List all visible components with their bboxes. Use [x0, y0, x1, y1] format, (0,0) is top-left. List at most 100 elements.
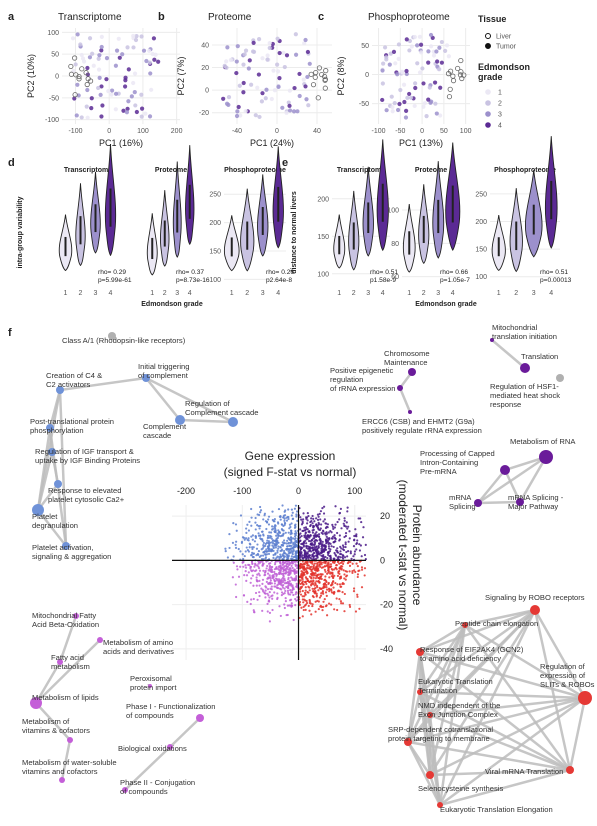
sample-point	[434, 111, 439, 116]
network-edge	[398, 387, 412, 413]
scatter-point	[286, 555, 289, 558]
sample-point	[412, 103, 417, 109]
scatter-point	[275, 567, 278, 570]
scatter-point	[266, 572, 270, 575]
node-label: Metabolism of amino	[103, 638, 173, 647]
scatter-point	[287, 568, 290, 571]
scatter-point	[273, 591, 276, 594]
node-label: Positive epigenetic	[330, 366, 394, 375]
node-label: platelet cytosolic Ca2+	[48, 495, 125, 504]
scatter-point	[356, 595, 359, 598]
scatter-point	[345, 525, 348, 528]
scatter-point	[348, 570, 351, 573]
scatter-point	[298, 603, 302, 606]
sample-point	[79, 115, 84, 120]
scatter-point	[232, 521, 235, 525]
scatter-point	[281, 584, 284, 587]
y-tick-label: -50	[49, 95, 59, 102]
scatter-point	[245, 546, 248, 549]
network-node	[520, 363, 530, 373]
scatter-point	[339, 600, 343, 603]
scatter-point	[276, 536, 279, 540]
sample-point	[129, 94, 134, 99]
node-label: expression of	[540, 671, 586, 680]
y-tick-label: 200	[475, 219, 487, 226]
panel-title: Phosphoproteome	[368, 12, 450, 23]
scatter-point	[313, 568, 316, 571]
scatter-point	[247, 537, 250, 540]
scatter-point	[288, 548, 292, 551]
sample-point	[256, 72, 261, 77]
scatter-point	[274, 553, 277, 556]
y-axis-label: PC2 (8%)	[336, 56, 346, 95]
scatter-point	[310, 570, 313, 573]
node-label: Platelet	[32, 512, 58, 521]
scatter-point	[346, 562, 350, 565]
sample-point	[264, 87, 269, 92]
scatter-point	[322, 530, 325, 533]
sample-point	[91, 63, 96, 68]
scatter-point	[315, 562, 319, 565]
scatter-point	[257, 572, 260, 575]
scatter-point	[255, 576, 258, 579]
y-axis-label: (moderated t-stat vs normal)	[396, 480, 410, 631]
sample-point	[276, 84, 281, 90]
scatter-point	[282, 554, 285, 557]
sample-point	[117, 55, 122, 60]
sample-point	[249, 82, 254, 87]
scatter-point	[261, 560, 264, 563]
scatter-point	[315, 594, 318, 597]
scatter-point	[322, 600, 325, 603]
node-label: Metabolism of	[22, 717, 70, 726]
sample-point	[104, 55, 110, 61]
network-edge	[419, 623, 466, 654]
sample-point	[126, 67, 131, 72]
scatter-point	[300, 555, 303, 558]
scatter-point	[280, 548, 284, 551]
scatter-point	[293, 572, 296, 575]
scatter-point	[246, 600, 249, 603]
scatter-point	[240, 540, 244, 543]
sample-point	[246, 66, 251, 71]
scatter-point	[328, 555, 331, 558]
scatter-point	[307, 604, 310, 608]
scatter-point	[292, 618, 295, 622]
subpanel-title: Proteome	[155, 167, 187, 174]
x-tick-label: 4	[381, 290, 385, 297]
scatter-point	[244, 564, 247, 567]
node-label: vitamins and cofactors	[22, 767, 98, 776]
sample-point	[87, 55, 93, 60]
scatter-point	[295, 575, 298, 578]
scatter-point	[282, 542, 285, 545]
scatter-point	[288, 544, 291, 547]
sample-point	[241, 62, 246, 67]
scatter-point	[320, 577, 323, 581]
liver-point	[87, 78, 94, 84]
network-node	[408, 410, 412, 414]
scatter-point	[290, 532, 293, 535]
scatter-point	[276, 521, 280, 524]
sample-point	[301, 77, 306, 82]
sample-point	[99, 84, 104, 89]
panel-letter: c	[318, 11, 324, 23]
network-edge	[477, 500, 521, 505]
center-title: Gene expression	[245, 449, 336, 463]
scatter-point	[358, 543, 361, 546]
scatter-point	[250, 577, 253, 580]
scatter-point	[260, 538, 263, 541]
scatter-point	[271, 565, 274, 569]
scatter-point	[273, 530, 276, 534]
scatter-point	[314, 577, 317, 580]
scatter-point	[314, 587, 317, 590]
sample-point	[267, 40, 272, 46]
scatter-point	[331, 525, 335, 528]
scatter-point	[263, 553, 267, 556]
scatter-point	[306, 528, 309, 531]
sample-point	[113, 91, 119, 96]
scatter-point	[267, 515, 271, 518]
sample-point	[407, 91, 412, 97]
x-tick-label: 0	[420, 128, 424, 135]
node-label: response	[490, 400, 521, 409]
scatter-point	[258, 594, 261, 598]
node-label: Viral mRNA Translation	[485, 767, 563, 776]
